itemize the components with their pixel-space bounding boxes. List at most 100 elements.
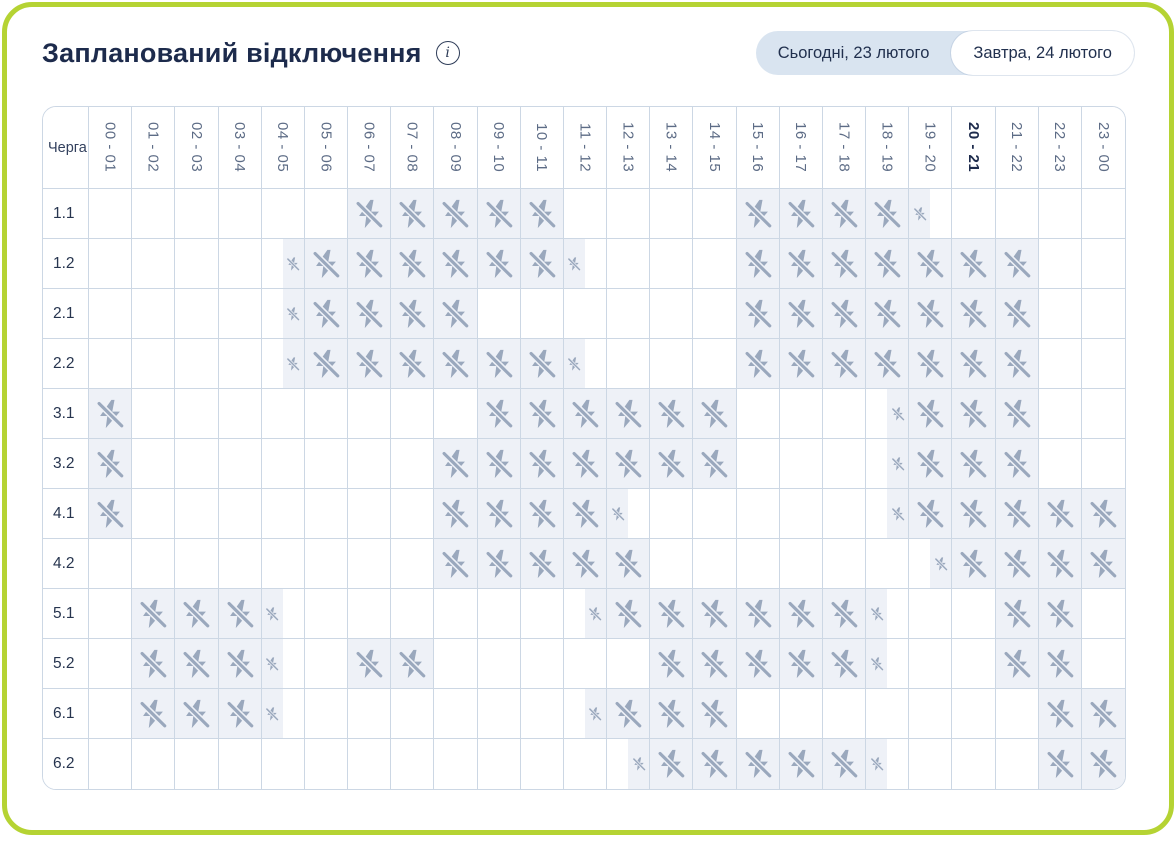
- cell-queue-1.1-hour-15-16: [736, 189, 780, 239]
- crossed-lightning-glyph: [399, 199, 427, 228]
- cell-queue-1.1-hour-07-08: [391, 189, 435, 239]
- cell-queue-3.2-hour-18-19: [866, 439, 910, 489]
- cell-queue-3.2-hour-05-06: [304, 439, 348, 489]
- cell-queue-4.1-hour-17-18: [822, 489, 866, 539]
- crossed-lightning-glyph: [571, 549, 599, 578]
- cell-queue-3.1-hour-00-01: [89, 389, 133, 439]
- crossed-lightning-glyph: [1090, 549, 1118, 578]
- cell-queue-5.2-hour-08-09: [434, 639, 478, 689]
- cell-queue-4.2-hour-15-16: [736, 539, 780, 589]
- cell-queue-5.2-hour-14-15: [693, 639, 737, 689]
- cell-queue-1.1-hour-08-09: [434, 189, 478, 239]
- cell-queue-2.1-hour-01-02: [132, 289, 176, 339]
- crossed-lightning-glyph: [960, 449, 988, 478]
- cell-queue-4.1-hour-13-14: [650, 489, 694, 539]
- crossed-lightning-glyph: [568, 356, 581, 371]
- cell-queue-2.1-hour-06-07: [348, 289, 392, 339]
- cell-queue-6.2-hour-12-13: [607, 739, 651, 789]
- crossed-lightning-glyph: [744, 199, 772, 228]
- cell-queue-1.1-hour-02-03: [175, 189, 219, 239]
- info-icon[interactable]: i: [435, 41, 460, 65]
- cell-queue-6.2-hour-00-01: [89, 739, 133, 789]
- cell-queue-6.2-hour-19-20: [909, 739, 953, 789]
- hour-header-10-11: 10 - 11: [520, 107, 564, 189]
- cell-queue-5.2-hour-23-00: [1081, 639, 1125, 689]
- crossed-lightning-glyph: [830, 649, 858, 678]
- crossed-lightning-glyph: [787, 299, 815, 328]
- cell-queue-1.2-hour-15-16: [736, 239, 780, 289]
- cell-queue-4.1-hour-16-17: [779, 489, 823, 539]
- crossed-lightning-glyph: [485, 349, 513, 378]
- toggle-today-button[interactable]: Сьогодні, 23 лютого: [756, 31, 952, 75]
- queue-label: 2.2: [43, 339, 89, 389]
- cell-queue-6.1-hour-03-04: [218, 689, 262, 739]
- cell-queue-5.2-hour-16-17: [779, 639, 823, 689]
- hour-header-07-08: 07 - 08: [391, 107, 435, 189]
- cell-queue-2.2-hour-09-10: [477, 339, 521, 389]
- cell-queue-1.2-hour-06-07: [348, 239, 392, 289]
- cell-queue-6.2-hour-05-06: [304, 739, 348, 789]
- cell-queue-2.2-hour-11-12: [563, 339, 607, 389]
- hour-header-23-00: 23 - 00: [1081, 107, 1125, 189]
- crossed-lightning-glyph: [787, 249, 815, 278]
- cell-queue-3.2-hour-03-04: [218, 439, 262, 489]
- cell-queue-2.1-hour-04-05: [261, 289, 305, 339]
- crossed-lightning-glyph: [442, 449, 470, 478]
- crossed-lightning-glyph: [140, 649, 168, 678]
- crossed-lightning-glyph: [873, 349, 902, 378]
- crossed-lightning-glyph: [571, 499, 599, 528]
- cell-queue-5.1-hour-09-10: [477, 589, 521, 639]
- cell-queue-6.1-hour-17-18: [822, 689, 866, 739]
- cell-queue-5.1-hour-11-12: [563, 589, 607, 639]
- crossed-lightning-glyph: [870, 757, 884, 771]
- crossed-lightning-glyph: [891, 506, 905, 521]
- cell-queue-2.2-hour-06-07: [348, 339, 392, 389]
- crossed-lightning-glyph: [140, 599, 168, 628]
- cell-queue-6.1-hour-23-00: [1081, 689, 1125, 739]
- cell-queue-4.2-hour-11-12: [563, 539, 607, 589]
- cell-queue-2.2-hour-19-20: [909, 339, 953, 389]
- hour-header-15-16: 15 - 16: [736, 107, 780, 189]
- queue-label: 4.1: [43, 489, 89, 539]
- cell-queue-4.2-hour-10-11: [520, 539, 564, 589]
- cell-queue-3.2-hour-10-11: [520, 439, 564, 489]
- cell-queue-3.2-hour-04-05: [261, 439, 305, 489]
- cell-queue-4.1-hour-23-00: [1081, 489, 1125, 539]
- cell-queue-4.1-hour-11-12: [563, 489, 607, 539]
- cell-queue-3.1-hour-16-17: [779, 389, 823, 439]
- cell-queue-6.2-hour-15-16: [736, 739, 780, 789]
- cell-queue-1.2-hour-02-03: [175, 239, 219, 289]
- crossed-lightning-glyph: [287, 356, 300, 371]
- hour-header-17-18: 17 - 18: [822, 107, 866, 189]
- crossed-lightning-glyph: [355, 649, 384, 678]
- crossed-lightning-glyph: [1003, 599, 1031, 628]
- cell-queue-6.2-hour-04-05: [261, 739, 305, 789]
- cell-queue-3.1-hour-20-21: [952, 389, 996, 439]
- cell-queue-4.1-hour-19-20: [909, 489, 953, 539]
- toggle-tomorrow-button[interactable]: Завтра, 24 лютого: [951, 31, 1134, 75]
- crossed-lightning-glyph: [1003, 249, 1031, 278]
- crossed-lightning-glyph: [485, 249, 513, 278]
- crossed-lightning-glyph: [96, 449, 125, 478]
- cell-queue-1.1-hour-00-01: [89, 189, 133, 239]
- outage-second-half: [887, 389, 909, 438]
- crossed-lightning-glyph: [485, 549, 513, 578]
- cell-queue-5.2-hour-02-03: [175, 639, 219, 689]
- cell-queue-3.2-hour-13-14: [650, 439, 694, 489]
- outage-second-half: [282, 239, 304, 288]
- cell-queue-1.1-hour-12-13: [607, 189, 651, 239]
- cell-queue-5.2-hour-09-10: [477, 639, 521, 689]
- cell-queue-6.2-hour-01-02: [132, 739, 176, 789]
- cell-queue-6.1-hour-11-12: [563, 689, 607, 739]
- cell-queue-2.1-hour-16-17: [779, 289, 823, 339]
- hour-header-08-09: 08 - 09: [434, 107, 478, 189]
- crossed-lightning-glyph: [355, 199, 384, 228]
- cell-queue-5.2-hour-12-13: [607, 639, 651, 689]
- cell-queue-3.1-hour-03-04: [218, 389, 262, 439]
- cell-queue-3.2-hour-12-13: [607, 439, 651, 489]
- crossed-lightning-glyph: [399, 249, 427, 278]
- crossed-lightning-glyph: [614, 399, 643, 428]
- cell-queue-6.2-hour-10-11: [520, 739, 564, 789]
- crossed-lightning-glyph: [1046, 549, 1074, 578]
- cell-queue-1.2-hour-12-13: [607, 239, 651, 289]
